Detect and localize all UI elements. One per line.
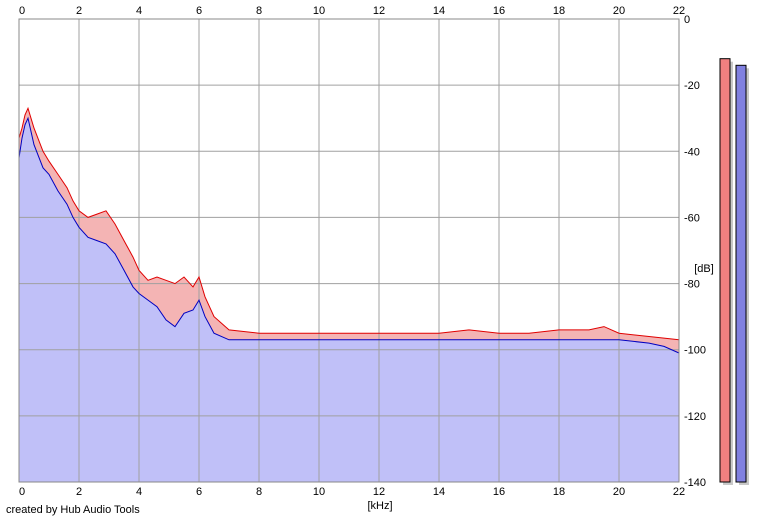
x-tick-label-top: 0 [19,5,25,17]
x-tick-label-bottom: 14 [433,486,445,498]
y-tick-label: -60 [684,212,700,224]
y-tick-label: -80 [684,279,700,291]
x-tick-label-bottom: 18 [553,486,565,498]
x-tick-label-bottom: 8 [256,486,262,498]
series-line-0 [18,106,680,341]
level-meter-bar [719,58,731,483]
x-tick-label-bottom: 0 [19,486,25,498]
series-area-1 [19,118,679,482]
level-meters [719,58,749,486]
y-tick-label: -20 [684,80,700,92]
y-tick-label: -40 [684,146,700,158]
x-tick-label-top: 6 [196,5,202,17]
y-tick-label: -120 [684,411,706,423]
y-axis-label: [dB] [694,263,714,275]
x-axis-label: [kHz] [367,500,392,512]
y-tick-label: -140 [684,477,706,489]
x-tick-label-top: 22 [673,5,685,17]
x-tick-label-top: 12 [373,5,385,17]
x-tick-label-bottom: 10 [313,486,325,498]
credit-text: created by Hub Audio Tools [6,504,140,516]
x-tick-label-top: 2 [76,5,82,17]
x-tick-label-bottom: 22 [673,486,685,498]
x-tick-label-bottom: 16 [493,486,505,498]
x-tick-label-bottom: 12 [373,486,385,498]
x-tick-label-bottom: 20 [613,486,625,498]
x-tick-label-top: 18 [553,5,565,17]
x-tick-label-top: 8 [256,5,262,17]
x-tick-label-top: 14 [433,5,445,17]
x-tick-label-bottom: 4 [136,486,142,498]
series-lines [18,106,680,354]
x-tick-label-top: 10 [313,5,325,17]
x-tick-label-top: 20 [613,5,625,17]
plot-frame [18,18,680,483]
x-tick-label-bottom: 6 [196,486,202,498]
y-tick-label: 0 [684,14,690,26]
x-tick-label-top: 4 [136,5,142,17]
x-tick-label-top: 16 [493,5,505,17]
x-tick-label-bottom: 2 [76,486,82,498]
tick-labels: 002244668810101212141416161818202022220-… [19,5,706,498]
level-meter-bar [735,64,747,483]
y-tick-label: -100 [684,345,706,357]
series-line-1 [18,116,680,354]
plot-fills [19,19,679,483]
